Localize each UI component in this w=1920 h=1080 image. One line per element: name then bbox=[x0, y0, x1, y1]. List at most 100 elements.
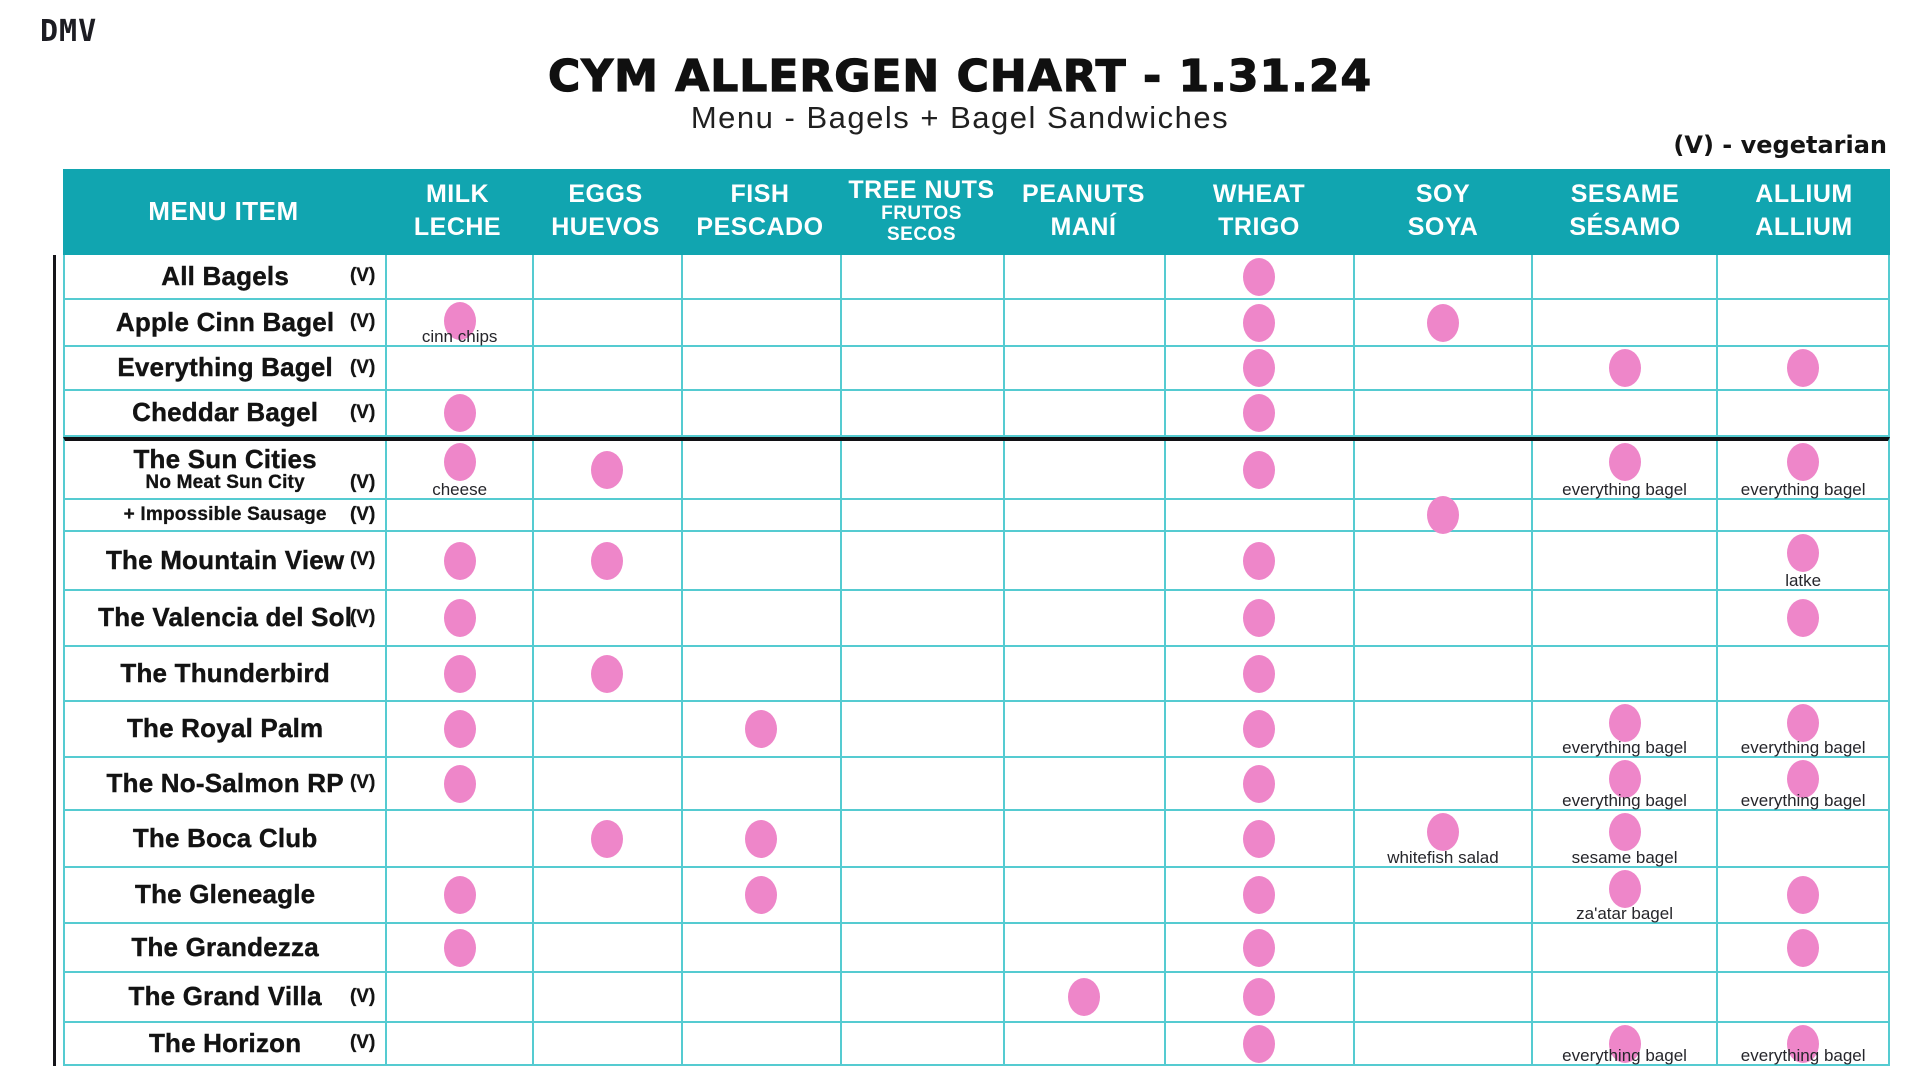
allergen-dot bbox=[1243, 450, 1276, 489]
allergen-dot bbox=[1787, 760, 1820, 798]
header-en-label: ALLIUM bbox=[1755, 180, 1853, 209]
allergen-dot bbox=[1787, 443, 1820, 481]
allergen-cell-soy bbox=[1353, 868, 1531, 922]
allergen-cell-eggs bbox=[531, 1023, 681, 1064]
allergen-cell-treenuts bbox=[840, 924, 1003, 971]
allergen-cell-wheat bbox=[1163, 347, 1354, 389]
allergen-dot bbox=[443, 541, 476, 580]
allergen-cell-treenuts bbox=[840, 647, 1003, 700]
veg-badge: (V) bbox=[349, 402, 376, 424]
allergen-cell-eggs bbox=[531, 532, 681, 589]
header-en-label: TREE NUTS bbox=[848, 175, 995, 204]
cell-note: everything bagel bbox=[1740, 1046, 1866, 1065]
allergen-dot bbox=[591, 450, 624, 489]
allergen-dot bbox=[745, 819, 778, 858]
veg-badge: (V) bbox=[349, 607, 376, 629]
allergen-cell-milk bbox=[385, 647, 532, 700]
cell-note: latke bbox=[1785, 571, 1822, 590]
menu-item-name: The Grandezza bbox=[131, 931, 319, 962]
allergen-cell-eggs bbox=[531, 500, 681, 530]
allergen-cell-soy: whitefish salad bbox=[1353, 811, 1531, 866]
allergen-cell-treenuts bbox=[840, 811, 1003, 866]
allergen-cell-fish bbox=[680, 391, 841, 435]
allergen-dot bbox=[1243, 541, 1276, 580]
allergen-dot bbox=[1243, 394, 1276, 432]
allergen-cell-soy bbox=[1353, 532, 1531, 589]
allergen-cell-treenuts bbox=[840, 255, 1003, 298]
allergen-cell-peanuts bbox=[1002, 702, 1164, 756]
menu-item-name: Everything Bagel bbox=[117, 352, 333, 383]
menu-item-cell: Cheddar Bagel (V) bbox=[65, 391, 385, 435]
allergen-cell-treenuts bbox=[840, 500, 1003, 530]
allergen-cell-wheat bbox=[1163, 591, 1354, 645]
allergen-cell-milk bbox=[385, 758, 532, 809]
menu-item-cell: The Grand Villa (V) bbox=[65, 973, 385, 1021]
allergen-cell-sesame bbox=[1530, 532, 1717, 589]
allergen-dot bbox=[1243, 303, 1276, 342]
allergen-cell-soy bbox=[1353, 255, 1531, 298]
allergen-cell-sesame bbox=[1530, 591, 1717, 645]
menu-item-name: + Impossible Sausage bbox=[123, 504, 327, 526]
cell-note: sesame bagel bbox=[1571, 848, 1678, 867]
header-en-label: SESAME bbox=[1570, 180, 1680, 209]
menu-item-name: The Valencia del Sol bbox=[98, 602, 353, 633]
table-row: The Grand Villa (V) bbox=[63, 973, 1890, 1023]
menu-item-header-label: MENU ITEM bbox=[148, 196, 299, 226]
menu-item-cell: The Valencia del Sol (V) bbox=[65, 591, 385, 645]
veg-badge: (V) bbox=[349, 311, 376, 333]
allergen-dot bbox=[443, 710, 476, 748]
allergen-dot bbox=[1608, 760, 1641, 798]
veg-badge: (V) bbox=[349, 772, 376, 794]
allergen-dot bbox=[1243, 928, 1276, 967]
allergen-cell-eggs bbox=[531, 647, 681, 700]
allergen-dot bbox=[591, 819, 624, 858]
allergen-cell-soy bbox=[1353, 391, 1531, 435]
header-en-label: EGGS bbox=[568, 180, 643, 209]
vegetarian-legend: (V) - vegetarian bbox=[1673, 131, 1887, 159]
allergen-cell-fish bbox=[680, 500, 841, 530]
table-row: The Sun Cities No Meat Sun City (V) cheese e… bbox=[63, 437, 1890, 500]
allergen-dot bbox=[1787, 928, 1820, 967]
allergen-dot bbox=[1068, 978, 1101, 1016]
allergen-cell-soy bbox=[1353, 300, 1531, 345]
allergen-cell-allium bbox=[1716, 591, 1888, 645]
allergen-dot bbox=[1787, 1025, 1820, 1063]
allergen-cell-peanuts bbox=[1002, 255, 1164, 298]
allergen-dot bbox=[1243, 599, 1276, 637]
allergen-cell-eggs bbox=[531, 973, 681, 1021]
allergen-cell-peanuts bbox=[1002, 1023, 1164, 1064]
table-row: The No-Salmon RP (V) everything bagel every… bbox=[63, 758, 1890, 811]
allergen-cell-milk: cheese bbox=[385, 441, 532, 498]
allergen-cell-fish bbox=[680, 973, 841, 1021]
allergen-cell-eggs bbox=[531, 391, 681, 435]
allergen-cell-milk bbox=[385, 500, 532, 530]
allergen-cell-allium bbox=[1716, 391, 1888, 435]
allergen-cell-allium bbox=[1716, 500, 1888, 530]
allergen-cell-peanuts bbox=[1002, 500, 1164, 530]
allergen-dot bbox=[1243, 1024, 1276, 1063]
allergen-cell-wheat bbox=[1163, 391, 1354, 435]
veg-badge: (V) bbox=[349, 504, 376, 526]
header-en-label: WHEAT bbox=[1212, 180, 1306, 209]
allergen-cell-eggs bbox=[531, 591, 681, 645]
allergen-cell-sesame: everything bagel bbox=[1530, 441, 1717, 498]
menu-item-name: Apple Cinn Bagel bbox=[115, 306, 335, 337]
allergen-cell-fish bbox=[680, 702, 841, 756]
allergen-cell-wheat bbox=[1163, 255, 1354, 298]
allergen-dot bbox=[443, 302, 476, 340]
column-header-fish: FISH PESCADO bbox=[680, 169, 840, 255]
allergen-dot bbox=[1426, 496, 1459, 534]
allergen-cell-allium: everything bagel bbox=[1716, 441, 1888, 498]
table-row: All Bagels (V) bbox=[63, 255, 1890, 300]
column-header-soy: SOY SOYA bbox=[1354, 169, 1532, 255]
allergen-cell-milk bbox=[385, 347, 532, 389]
page-title: CYM ALLERGEN CHART - 1.31.24 bbox=[547, 51, 1373, 103]
allergen-cell-sesame bbox=[1530, 973, 1717, 1021]
header-es-label: SECOS bbox=[886, 224, 957, 246]
menu-item-name: Cheddar Bagel bbox=[132, 397, 319, 428]
table-row: The Valencia del Sol (V) bbox=[63, 591, 1890, 647]
allergen-cell-peanuts bbox=[1002, 868, 1164, 922]
allergen-dot bbox=[1243, 349, 1276, 387]
allergen-cell-fish bbox=[680, 255, 841, 298]
allergen-cell-peanuts bbox=[1002, 391, 1164, 435]
